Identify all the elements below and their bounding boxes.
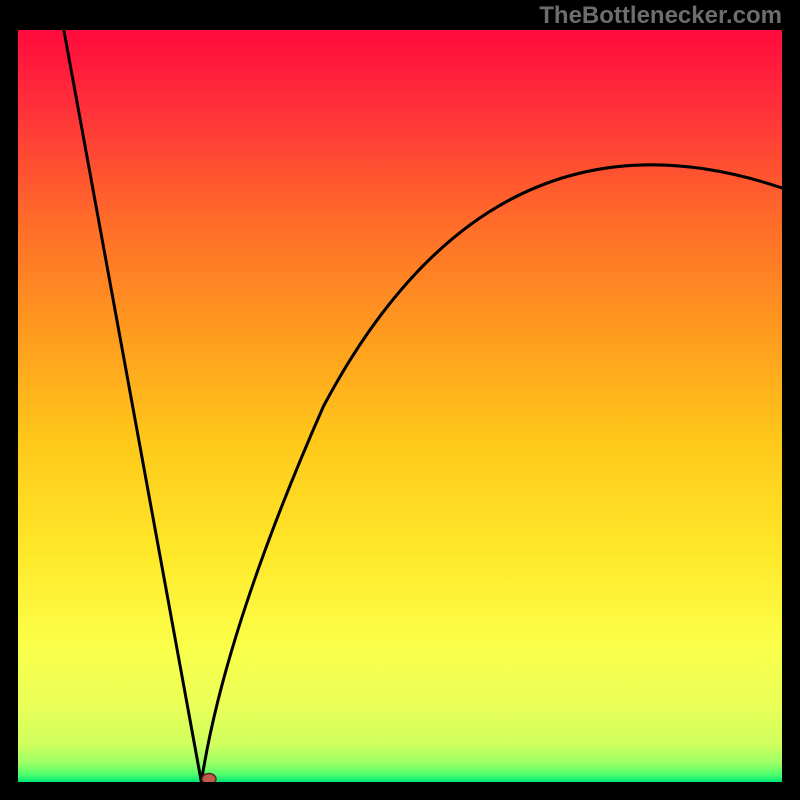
chart-frame: TheBottlenecker.com xyxy=(0,0,800,800)
plot-svg xyxy=(18,30,782,782)
optimal-point-marker xyxy=(202,773,216,782)
watermark-text: TheBottlenecker.com xyxy=(539,2,782,30)
plot-area xyxy=(18,30,782,782)
